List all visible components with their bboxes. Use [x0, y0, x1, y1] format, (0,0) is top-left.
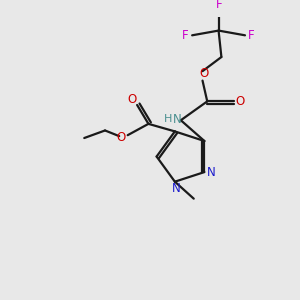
Text: O: O — [116, 130, 126, 144]
Text: F: F — [216, 0, 223, 11]
Text: F: F — [182, 29, 189, 42]
Text: H: H — [164, 114, 172, 124]
Text: N: N — [171, 182, 180, 195]
Text: O: O — [236, 95, 245, 108]
Text: N: N — [207, 166, 215, 178]
Text: O: O — [200, 67, 209, 80]
Text: N: N — [173, 113, 182, 126]
Text: F: F — [248, 29, 255, 42]
Text: O: O — [128, 93, 137, 106]
